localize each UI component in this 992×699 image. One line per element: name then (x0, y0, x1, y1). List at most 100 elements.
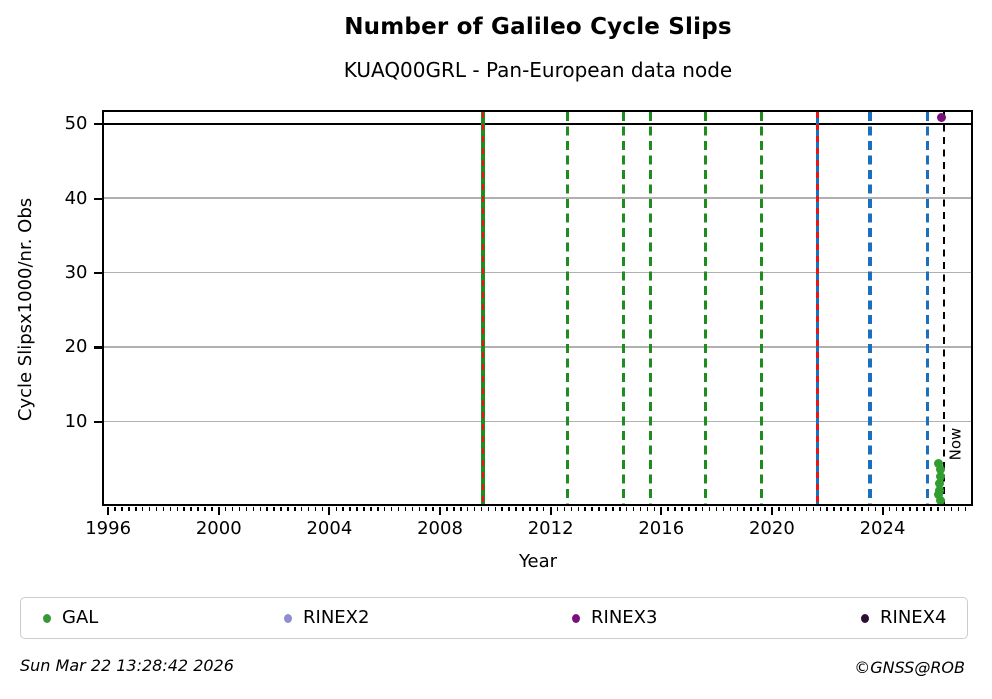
legend-label: RINEX2 (303, 607, 370, 628)
x-minor-tick (363, 506, 365, 511)
x-minor-tick (204, 506, 206, 511)
x-minor-tick (632, 506, 635, 511)
x-minor-tick (460, 506, 462, 511)
x-minor-tick (238, 506, 241, 511)
x-minor-tick (695, 506, 697, 511)
x-minor-tick (411, 506, 414, 511)
x-minor-tick (418, 506, 421, 511)
x-major-tick (217, 506, 220, 515)
x-tick-label: 2024 (859, 517, 906, 539)
x-minor-tick (584, 506, 586, 511)
x-tick-label: 2016 (638, 517, 685, 539)
x-minor-tick (646, 506, 649, 511)
x-minor-tick (819, 506, 822, 511)
legend: GAL RINEX2 RINEX3 RINEX4 (20, 597, 968, 639)
x-minor-tick (273, 506, 275, 511)
gridline (103, 197, 971, 199)
x-minor-tick (556, 506, 559, 511)
x-minor-tick (190, 506, 192, 511)
x-minor-tick (563, 506, 566, 511)
x-minor-tick (736, 506, 739, 511)
x-minor-tick (549, 506, 552, 511)
x-minor-tick (446, 506, 448, 511)
timestamp: Sun Mar 22 13:28:42 2026 (20, 656, 234, 675)
x-minor-tick (840, 506, 842, 511)
x-minor-tick (515, 506, 517, 511)
x-tick-label: 2008 (417, 517, 463, 539)
x-minor-tick (300, 506, 303, 511)
event-line (622, 111, 626, 504)
x-minor-tick (370, 506, 372, 511)
x-minor-tick (653, 506, 656, 511)
x-minor-tick (453, 506, 455, 511)
x-minor-tick (487, 506, 490, 511)
data-point-gal (935, 479, 945, 489)
x-minor-tick (321, 506, 324, 511)
y-major-tick (93, 346, 102, 349)
x-minor-tick (722, 506, 725, 511)
event-line (867, 111, 873, 504)
x-minor-tick (121, 506, 123, 511)
legend-marker-icon (572, 613, 580, 623)
x-minor-tick (349, 506, 351, 511)
x-minor-tick (224, 506, 227, 511)
x-minor-tick (881, 506, 884, 511)
credit: ©GNSS@ROB (854, 658, 965, 677)
x-minor-tick (902, 506, 904, 511)
x-minor-tick (791, 506, 794, 511)
data-point-gal (934, 459, 944, 469)
x-minor-tick (619, 506, 621, 511)
x-minor-tick (494, 506, 497, 511)
x-minor-tick (674, 506, 676, 511)
x-minor-tick (148, 506, 151, 511)
x-major-tick (328, 506, 331, 515)
x-minor-tick (930, 506, 932, 511)
x-axis-label: Year (518, 551, 558, 572)
legend-marker-icon (861, 613, 869, 623)
x-minor-tick (155, 506, 158, 511)
event-line (648, 111, 652, 504)
x-minor-tick (314, 506, 317, 511)
y-tick-label: 10 (64, 410, 88, 432)
x-minor-tick (688, 506, 690, 511)
x-minor-tick (964, 506, 967, 511)
x-minor-tick (328, 506, 331, 511)
x-minor-tick (377, 506, 379, 511)
x-major-tick (660, 506, 663, 515)
x-minor-tick (287, 506, 289, 511)
legend-item-rinex4: RINEX4 (861, 598, 946, 638)
x-minor-tick (909, 506, 911, 511)
x-minor-tick (639, 506, 642, 511)
x-minor-tick (867, 506, 870, 511)
x-minor-tick (715, 506, 718, 511)
x-minor-tick (439, 506, 441, 511)
x-minor-tick (826, 506, 828, 511)
legend-item-gal: GAL (43, 598, 98, 638)
x-minor-tick (943, 506, 946, 511)
legend-marker-icon (284, 613, 292, 623)
x-tick-label: 2004 (306, 517, 353, 539)
x-minor-tick (681, 506, 683, 511)
legend-label: RINEX3 (591, 607, 658, 628)
y-axis-label: Cycle Slipsx1000/nr. Obs (8, 197, 44, 420)
x-minor-tick (542, 506, 545, 511)
x-tick-label: 2000 (195, 517, 242, 539)
x-minor-tick (176, 506, 179, 511)
x-minor-tick (833, 506, 835, 511)
x-minor-tick (743, 506, 745, 511)
x-minor-tick (888, 506, 891, 511)
x-minor-tick (522, 506, 524, 511)
x-minor-tick (950, 506, 953, 511)
x-minor-tick (280, 506, 282, 511)
x-minor-tick (937, 506, 939, 511)
x-minor-tick (605, 506, 607, 511)
x-minor-tick (916, 506, 918, 511)
x-minor-tick (128, 506, 130, 511)
x-minor-tick (390, 506, 393, 511)
x-minor-tick (245, 506, 248, 511)
x-minor-tick (577, 506, 580, 511)
x-minor-tick (625, 506, 628, 511)
y-major-tick (93, 271, 102, 275)
x-minor-tick (529, 506, 531, 511)
x-minor-tick (667, 506, 669, 511)
